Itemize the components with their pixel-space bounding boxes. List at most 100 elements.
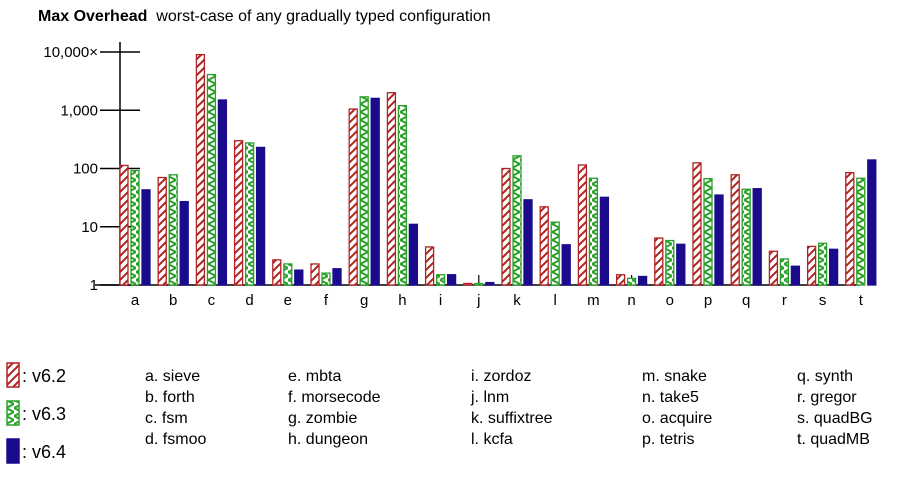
bar-v6-4-e bbox=[294, 269, 304, 286]
bar-v6-4-a bbox=[141, 189, 151, 286]
legend-swatch-v6-3 bbox=[6, 400, 20, 426]
key-entry: t. quadMB bbox=[797, 431, 870, 448]
key-entry: b. forth bbox=[145, 389, 195, 406]
bar-v6-4-t bbox=[867, 159, 877, 286]
bar-v6-3-q bbox=[741, 188, 751, 286]
key-entry: s. quadBG bbox=[797, 410, 873, 427]
bar-v6-3-r bbox=[779, 258, 790, 286]
key-entry: g. zombie bbox=[288, 410, 358, 427]
key-entry: d. fsmoo bbox=[145, 431, 207, 448]
key-entry: f. morsecode bbox=[288, 389, 381, 406]
x-tick-label: b bbox=[169, 292, 177, 309]
x-tick-label: k bbox=[513, 292, 521, 309]
key-column-2: e. mbta f. morsecode g. zombie h. dungeo… bbox=[288, 366, 380, 450]
key-entry: i. zordoz bbox=[471, 368, 532, 385]
key-entry: h. dungeon bbox=[288, 431, 369, 448]
bar-v6-4-l bbox=[561, 244, 571, 286]
key-entry: n. take5 bbox=[642, 389, 699, 406]
bar-v6-2-q bbox=[730, 174, 740, 286]
bar-v6-4-g bbox=[370, 97, 380, 286]
key-entry: a. sieve bbox=[145, 368, 201, 385]
x-tick-label: r bbox=[782, 292, 787, 309]
key-column-5: q. synth r. gregor s. quadBG t. quadMB bbox=[797, 366, 873, 450]
key-entry: q. synth bbox=[797, 368, 854, 385]
legend-label-v6-4: : v6.4 bbox=[22, 442, 67, 462]
x-tick-label: f bbox=[324, 292, 329, 309]
bar-v6-4-j bbox=[485, 281, 495, 286]
bar-v6-3-n bbox=[626, 277, 637, 286]
x-tick-label: q bbox=[742, 292, 750, 309]
bar-v6-2-i bbox=[424, 246, 435, 286]
bar-v6-4-d bbox=[255, 146, 266, 286]
x-tick-label: h bbox=[398, 292, 406, 309]
chart-title: Max Overhead worst-case of any gradually… bbox=[38, 8, 491, 26]
key-entry: r. gregor bbox=[797, 389, 857, 406]
bar-v6-4-m bbox=[599, 196, 610, 286]
bar-chart: 1 10 100 1,000 10,000× a b c d e f g h i j k l m n o p q r s t bbox=[43, 42, 877, 309]
x-tick-label: g bbox=[360, 292, 368, 309]
legend-label-v6-2: : v6.2 bbox=[22, 366, 67, 386]
legend-swatch-v6-4 bbox=[6, 438, 20, 464]
x-tick-label: a bbox=[131, 292, 140, 309]
bar-v6-2-j bbox=[463, 282, 473, 286]
x-tick-label: o bbox=[666, 292, 674, 309]
bar-v6-2-f bbox=[310, 263, 320, 286]
legend-item-v6-3: : v6.3 bbox=[6, 400, 126, 430]
y-tick-label: 10,000× bbox=[43, 44, 98, 61]
legend-item-v6-2: : v6.2 bbox=[6, 362, 126, 392]
legend-item-v6-4: : v6.4 bbox=[6, 438, 126, 468]
bar-v6-3-d bbox=[244, 142, 255, 286]
key-column-4: m. snake n. take5 o. acquire p. tetris bbox=[642, 366, 712, 450]
bar-v6-3-l bbox=[550, 221, 560, 286]
bar-v6-3-a bbox=[130, 169, 140, 286]
bar-v6-2-g bbox=[348, 108, 358, 286]
x-tick-label: j bbox=[476, 292, 480, 309]
bar-v6-2-e bbox=[272, 259, 282, 286]
key-column-3: i. zordoz j. lnm k. suffixtree l. kcfa bbox=[471, 366, 553, 450]
x-tick-label: n bbox=[627, 292, 635, 309]
chart-subtitle: worst-case of any gradually typed config… bbox=[156, 8, 491, 25]
x-tick-label: s bbox=[819, 292, 827, 309]
bar-v6-3-t bbox=[856, 177, 866, 286]
y-tick-label: 10 bbox=[81, 219, 98, 236]
bar-v6-3-e bbox=[283, 263, 293, 286]
chart-title-main: Max Overhead bbox=[38, 8, 148, 25]
bar-v6-3-k bbox=[512, 155, 522, 286]
bar-v6-3-s bbox=[817, 242, 828, 286]
key-entry: m. snake bbox=[642, 368, 707, 385]
bar-v6-3-b bbox=[168, 174, 178, 286]
x-tick-label: t bbox=[859, 292, 864, 309]
bar-v6-4-s bbox=[828, 248, 839, 286]
bar-v6-2-l bbox=[539, 206, 549, 286]
bar-v6-4-q bbox=[752, 188, 762, 286]
bar-v6-3-f bbox=[321, 272, 331, 286]
bar-v6-3-h bbox=[397, 104, 408, 286]
bar-v6-2-n bbox=[615, 274, 626, 286]
key-entry: o. acquire bbox=[642, 410, 713, 427]
x-tick-label: m bbox=[587, 292, 600, 309]
bar-v6-2-r bbox=[768, 250, 779, 286]
bar-v6-2-s bbox=[806, 245, 817, 286]
bar-v6-2-o bbox=[654, 237, 664, 286]
key-entry: j. lnm bbox=[471, 389, 510, 406]
bar-v6-4-b bbox=[179, 200, 189, 286]
bar-v6-2-c bbox=[195, 54, 206, 286]
bar-v6-2-k bbox=[501, 167, 511, 286]
bar-v6-3-j bbox=[474, 282, 484, 286]
bar-v6-3-c bbox=[206, 73, 217, 286]
x-tick-label: p bbox=[704, 292, 712, 309]
x-tick-label: l bbox=[554, 292, 557, 309]
bar-v6-4-f bbox=[332, 268, 342, 286]
key-entry: c. fsm bbox=[145, 410, 188, 427]
bar-v6-4-c bbox=[217, 99, 228, 286]
key-column-1: a. sieve b. forth c. fsm d. fsmoo bbox=[145, 366, 206, 450]
key-entry: l. kcfa bbox=[471, 431, 513, 448]
bar-v6-2-t bbox=[845, 171, 855, 286]
bar-v6-4-p bbox=[714, 194, 724, 286]
y-tick-label: 1,000 bbox=[60, 102, 98, 119]
bar-v6-3-p bbox=[703, 177, 713, 286]
bar-v6-4-k bbox=[523, 199, 533, 286]
bar-v6-4-r bbox=[790, 265, 801, 286]
bar-v6-3-i bbox=[435, 274, 446, 286]
x-tick-label: c bbox=[208, 292, 216, 309]
